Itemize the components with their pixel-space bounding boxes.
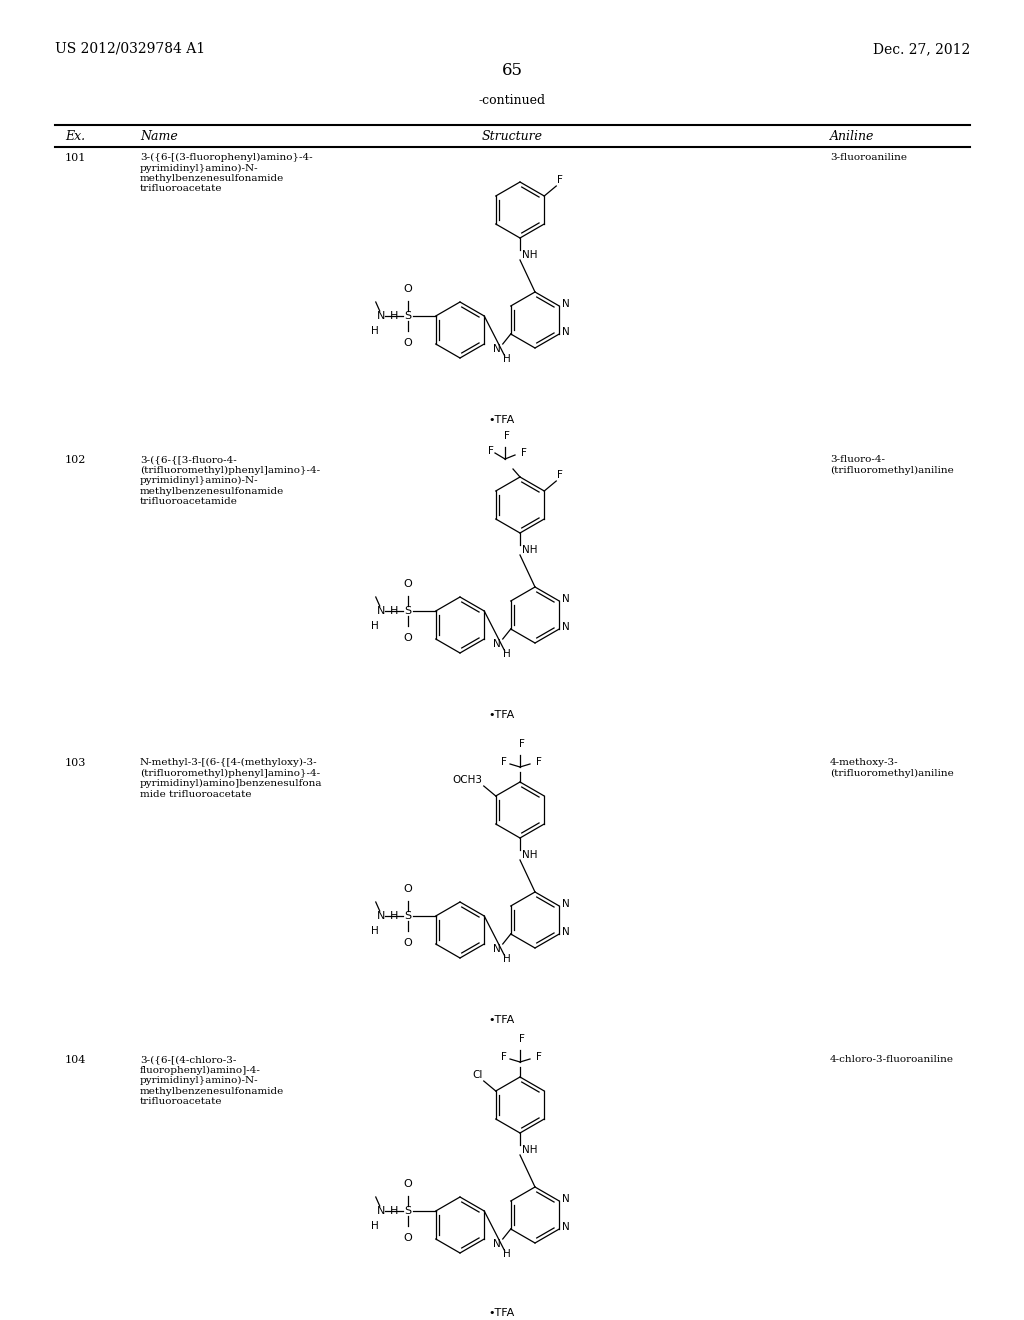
- Text: 3-({6-[(3-fluorophenyl)amino}-4-
pyrimidinyl}amino)-N-
methylbenzenesulfonamide
: 3-({6-[(3-fluorophenyl)amino}-4- pyrimid…: [140, 153, 312, 194]
- Text: O: O: [403, 884, 412, 894]
- Text: H: H: [390, 1206, 398, 1216]
- Text: N: N: [562, 899, 570, 909]
- Text: N: N: [562, 594, 570, 605]
- Text: H: H: [371, 927, 379, 936]
- Text: F: F: [557, 176, 563, 185]
- Text: N: N: [377, 911, 385, 921]
- Text: 102: 102: [65, 455, 86, 465]
- Text: H: H: [390, 606, 398, 616]
- Text: H: H: [503, 1249, 511, 1259]
- Text: F: F: [501, 756, 507, 767]
- Text: N: N: [493, 944, 501, 954]
- Text: F: F: [488, 446, 494, 455]
- Text: NH: NH: [522, 545, 538, 554]
- Text: S: S: [404, 911, 412, 921]
- Text: Name: Name: [140, 129, 178, 143]
- Text: •TFA: •TFA: [488, 414, 515, 425]
- Text: Dec. 27, 2012: Dec. 27, 2012: [872, 42, 970, 55]
- Text: O: O: [403, 1179, 412, 1189]
- Text: 4-methoxy-3-
(trifluoromethyl)aniline: 4-methoxy-3- (trifluoromethyl)aniline: [830, 758, 953, 777]
- Text: N: N: [562, 300, 570, 309]
- Text: N: N: [562, 1195, 570, 1204]
- Text: N: N: [562, 1222, 570, 1232]
- Text: N-methyl-3-[(6-{[4-(methyloxy)-3-
(trifluoromethyl)phenyl]amino}-4-
pyrimidinyl): N-methyl-3-[(6-{[4-(methyloxy)-3- (trifl…: [140, 758, 323, 799]
- Text: 4-chloro-3-fluoroaniline: 4-chloro-3-fluoroaniline: [830, 1055, 954, 1064]
- Text: F: F: [536, 1052, 542, 1063]
- Text: N: N: [493, 639, 501, 649]
- Text: NH: NH: [522, 1144, 538, 1155]
- Text: NH: NH: [522, 249, 538, 260]
- Text: O: O: [403, 1233, 412, 1243]
- Text: F: F: [557, 470, 563, 480]
- Text: F: F: [521, 447, 527, 458]
- Text: H: H: [390, 312, 398, 321]
- Text: 103: 103: [65, 758, 86, 768]
- Text: S: S: [404, 606, 412, 616]
- Text: N: N: [562, 327, 570, 337]
- Text: F: F: [519, 739, 525, 748]
- Text: 104: 104: [65, 1055, 86, 1065]
- Text: F: F: [536, 756, 542, 767]
- Text: Cl: Cl: [472, 1071, 482, 1080]
- Text: O: O: [403, 939, 412, 948]
- Text: H: H: [503, 954, 511, 964]
- Text: H: H: [390, 911, 398, 921]
- Text: S: S: [404, 312, 412, 321]
- Text: N: N: [493, 345, 501, 354]
- Text: 3-({6-[(4-chloro-3-
fluorophenyl)amino]-4-
pyrimidinyl}amino)-N-
methylbenzenesu: 3-({6-[(4-chloro-3- fluorophenyl)amino]-…: [140, 1055, 285, 1106]
- Text: H: H: [371, 1221, 379, 1232]
- Text: 101: 101: [65, 153, 86, 162]
- Text: NH: NH: [522, 850, 538, 861]
- Text: •TFA: •TFA: [488, 1015, 515, 1026]
- Text: 3-fluoroaniline: 3-fluoroaniline: [830, 153, 907, 162]
- Text: O: O: [403, 284, 412, 294]
- Text: N: N: [493, 1239, 501, 1249]
- Text: H: H: [503, 649, 511, 659]
- Text: F: F: [504, 432, 510, 441]
- Text: Aniline: Aniline: [830, 129, 874, 143]
- Text: US 2012/0329784 A1: US 2012/0329784 A1: [55, 42, 205, 55]
- Text: H: H: [371, 620, 379, 631]
- Text: N: N: [377, 312, 385, 321]
- Text: O: O: [403, 634, 412, 643]
- Text: 65: 65: [502, 62, 522, 79]
- Text: N: N: [562, 622, 570, 632]
- Text: O: O: [403, 338, 412, 348]
- Text: 3-fluoro-4-
(trifluoromethyl)aniline: 3-fluoro-4- (trifluoromethyl)aniline: [830, 455, 953, 475]
- Text: H: H: [503, 354, 511, 364]
- Text: •TFA: •TFA: [488, 1308, 515, 1317]
- Text: -continued: -continued: [478, 94, 546, 107]
- Text: F: F: [501, 1052, 507, 1063]
- Text: •TFA: •TFA: [488, 710, 515, 719]
- Text: H: H: [371, 326, 379, 337]
- Text: N: N: [377, 1206, 385, 1216]
- Text: O: O: [403, 579, 412, 589]
- Text: S: S: [404, 1206, 412, 1216]
- Text: N: N: [377, 606, 385, 616]
- Text: Ex.: Ex.: [65, 129, 85, 143]
- Text: OCH3: OCH3: [453, 775, 482, 785]
- Text: 3-({6-{[3-fluoro-4-
(trifluoromethyl)phenyl]amino}-4-
pyrimidinyl}amino)-N-
meth: 3-({6-{[3-fluoro-4- (trifluoromethyl)phe…: [140, 455, 321, 506]
- Text: Structure: Structure: [481, 129, 543, 143]
- Text: F: F: [519, 1034, 525, 1044]
- Text: N: N: [562, 927, 570, 937]
